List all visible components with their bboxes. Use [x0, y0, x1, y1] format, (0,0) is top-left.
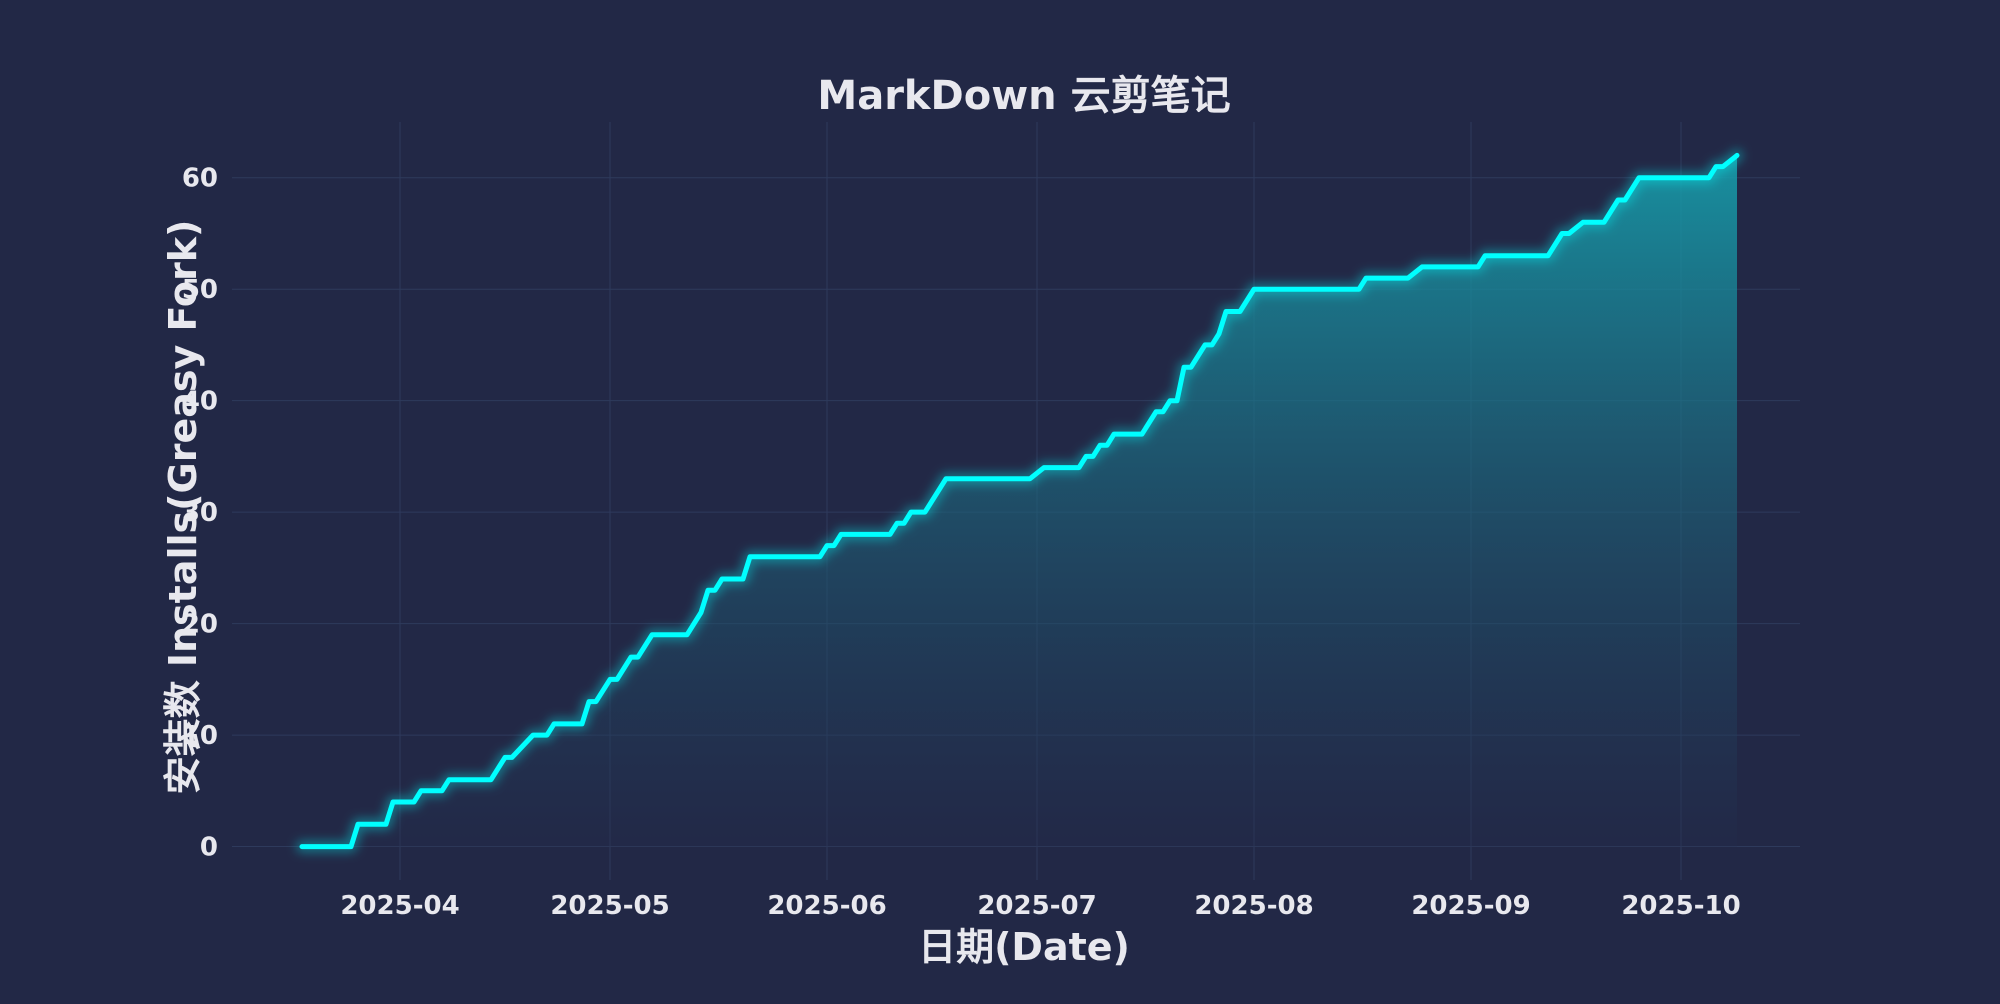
y-tick-label: 20 — [182, 610, 218, 640]
y-tick-label: 60 — [182, 164, 218, 194]
x-tick-label: 2025-05 — [550, 891, 669, 921]
line-layer — [296, 149, 1743, 853]
area-layer — [302, 155, 1737, 847]
x-tick-label: 2025-04 — [340, 891, 459, 921]
series-area — [302, 155, 1737, 847]
tick-layer: 0 10 20 30 40 50 60 2025-04 2025-05 2025-06 2025-0… — [182, 164, 1741, 921]
y-tick-label: 10 — [182, 721, 218, 751]
series-line — [299, 152, 1740, 850]
y-tick-label: 30 — [182, 498, 218, 528]
x-tick-label: 2025-08 — [1194, 891, 1313, 921]
x-tick-label: 2025-10 — [1621, 891, 1740, 921]
y-tick-label: 0 — [200, 833, 218, 863]
x-tick-label: 2025-09 — [1411, 891, 1530, 921]
x-axis-label: 日期(Date) — [918, 925, 1130, 969]
chart-title: MarkDown 云剪笔记 — [817, 73, 1230, 119]
y-tick-label: 40 — [182, 387, 218, 417]
y-axis-label: 安装数 Installs(Greasy Fork) — [161, 220, 205, 795]
y-tick-label: 50 — [182, 275, 218, 305]
x-tick-label: 2025-07 — [977, 891, 1096, 921]
x-tick-label: 2025-06 — [767, 891, 886, 921]
